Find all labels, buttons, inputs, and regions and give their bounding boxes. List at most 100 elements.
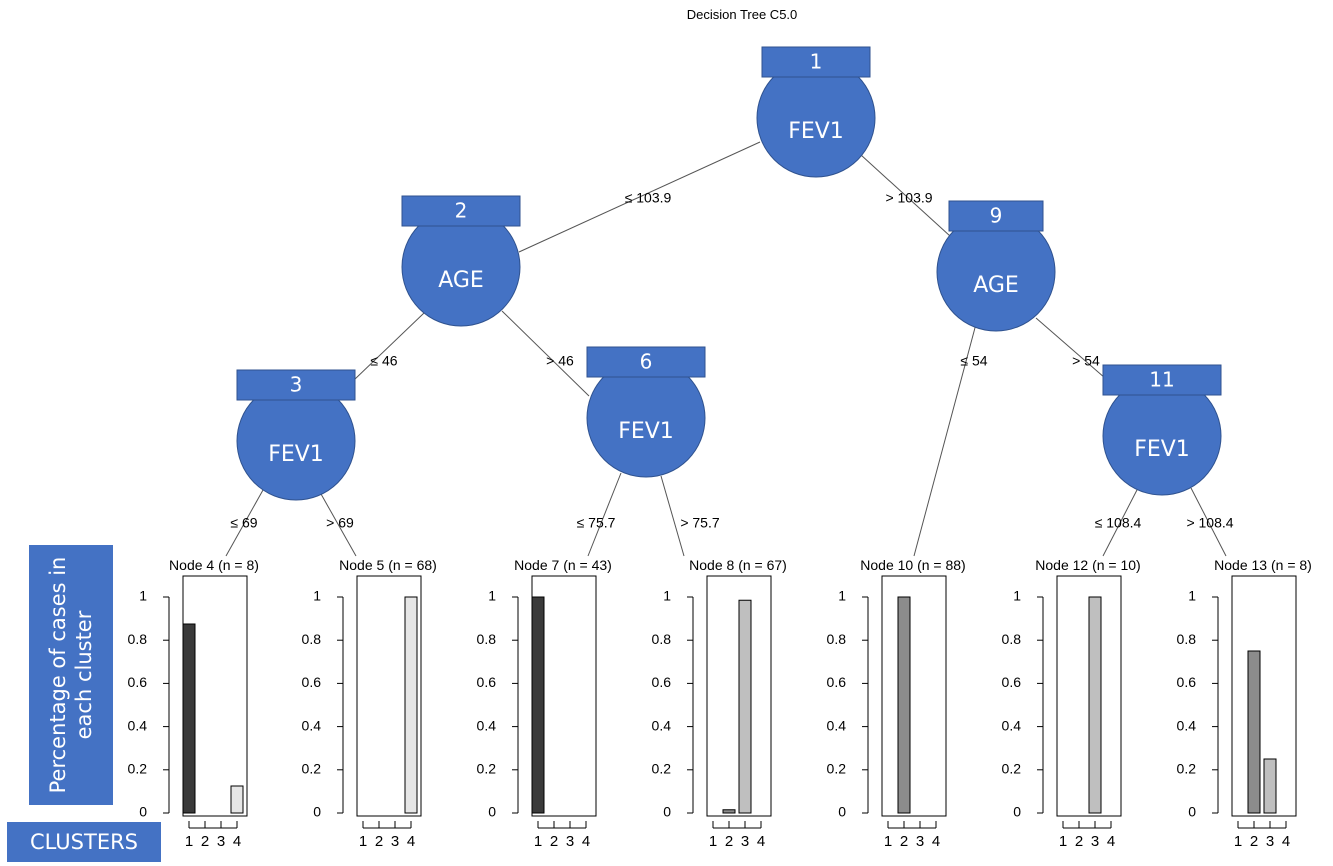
bar-cluster-2	[897, 596, 911, 814]
tree-edges: ≤ 103.9 > 103.9 ≤ 46 > 46 ≤ 69 > 69 ≤ 75.7 > 75…	[225, 141, 1234, 557]
y-tick-label: 0.4	[1177, 717, 1197, 733]
edge-1-9	[860, 154, 951, 237]
x-tick-label: 1	[884, 833, 892, 850]
x-tick-label: 3	[1091, 833, 1099, 850]
y-tick-label: 0.4	[652, 717, 672, 733]
x-tick-label: 4	[582, 833, 590, 850]
edge-label-2-6: > 46	[546, 353, 574, 369]
x-tick-label: 1	[185, 833, 193, 850]
terminal-node-title: Node 4 (n = 8)	[169, 557, 259, 573]
terminal-node-title: Node 5 (n = 68)	[339, 557, 437, 573]
x-axis-label-clusters: CLUSTERS	[7, 822, 161, 862]
y-tick-label: 0.8	[652, 631, 672, 647]
y-tick-label: 0.2	[1002, 761, 1022, 777]
y-tick-label: 0	[663, 804, 671, 820]
y-tick-label: 0.4	[128, 717, 148, 733]
y-tick-label: 0.4	[477, 717, 497, 733]
edge-11-13	[1190, 487, 1227, 557]
terminal-node-13: Node 13 (n = 8)00.20.40.60.811 2 3 4	[1177, 557, 1312, 850]
edge-label-1-2: ≤ 103.9	[625, 190, 672, 206]
y-tick-label: 0.8	[302, 631, 322, 647]
inner-node-id: 11	[1149, 368, 1174, 392]
bar-cluster-4	[404, 596, 418, 814]
y-tick-label: 1	[663, 588, 671, 604]
bar-cluster-4	[230, 785, 244, 814]
bar-cluster-3	[1263, 758, 1277, 814]
y-tick-label: 0.6	[1177, 674, 1197, 690]
y-tick-label: 0.6	[302, 674, 322, 690]
y-tick-label: 0.2	[827, 761, 847, 777]
edge-label-9-10: ≤ 54	[960, 353, 987, 369]
terminal-node-title: Node 8 (n = 67)	[689, 557, 787, 573]
inner-node-id-box	[586, 346, 706, 378]
edge-label-6-7: ≤ 75.7	[577, 515, 616, 531]
inner-node-id: 6	[640, 350, 653, 374]
y-tick-label: 1	[313, 588, 321, 604]
x-tick-label: 4	[1107, 833, 1115, 850]
x-tick-label: 1	[709, 833, 717, 850]
inner-node-id-box	[761, 46, 871, 78]
y-tick-label: 0.2	[1177, 761, 1197, 777]
edge-2-6	[501, 310, 590, 397]
x-tick-label: 3	[741, 833, 749, 850]
edge-label-3-4: ≤ 69	[230, 515, 257, 531]
x-tick-label: 1	[534, 833, 542, 850]
x-tick-label: 4	[757, 833, 765, 850]
edge-label-11-13: > 108.4	[1186, 515, 1233, 531]
edge-1-2	[518, 141, 761, 253]
y-tick-label: 0.8	[477, 631, 497, 647]
x-tick-label: 2	[201, 833, 209, 850]
x-tick-label: 2	[725, 833, 733, 850]
y-tick-label: 0.6	[652, 674, 672, 690]
y-tick-label: 0	[1013, 804, 1021, 820]
terminal-node-title: Node 10 (n = 88)	[860, 557, 965, 573]
inner-node-11: 11 FEV1	[1102, 364, 1222, 496]
x-tick-label: 4	[932, 833, 940, 850]
y-tick-label: 0.8	[827, 631, 847, 647]
x-tick-label: 2	[375, 833, 383, 850]
terminal-node-10: Node 10 (n = 88)00.20.40.60.811 2 3 4	[827, 557, 966, 850]
y-tick-label: 0.4	[827, 717, 847, 733]
terminal-node-8: Node 8 (n = 67)00.20.40.60.811 2 3 4	[652, 557, 787, 850]
inner-node-id: 1	[810, 50, 823, 74]
y-tick-label: 0.8	[128, 631, 148, 647]
x-tick-label: 4	[407, 833, 415, 850]
inner-node-id-box	[401, 195, 521, 227]
tree-inner-nodes: 1 FEV1 2 AGE 3 FEV1 6 FEV1 9 AGE 11 FEV1	[236, 46, 1222, 501]
x-tick-label: 1	[1059, 833, 1067, 850]
x-tick-label: 1	[359, 833, 367, 850]
y-tick-label: 0.4	[1002, 717, 1022, 733]
terminal-plot-frame	[1056, 575, 1122, 817]
inner-node-id: 9	[990, 204, 1003, 228]
x-tick-label: 2	[1075, 833, 1083, 850]
y-tick-label: 0.6	[1002, 674, 1022, 690]
y-tick-label: 0	[488, 804, 496, 820]
chart-title: Decision Tree C5.0	[687, 7, 798, 22]
edge-6-8	[660, 475, 685, 557]
edge-9-11	[1035, 317, 1106, 379]
inner-node-id-box	[1102, 364, 1222, 396]
terminal-node-5: Node 5 (n = 68)00.20.40.60.811 2 3 4	[302, 557, 437, 850]
y-axis-label-box: Percentage of cases in each cluster	[29, 545, 113, 805]
x-tick-label: 3	[916, 833, 924, 850]
inner-node-id: 2	[455, 199, 468, 223]
terminal-node-title: Node 7 (n = 43)	[514, 557, 612, 573]
inner-node-variable: FEV1	[268, 442, 324, 467]
inner-node-2: 2 AGE	[401, 195, 521, 327]
x-tick-label: 1	[1234, 833, 1242, 850]
y-tick-label: 1	[139, 588, 147, 604]
edge-3-5	[320, 493, 357, 557]
y-tick-label: 0	[313, 804, 321, 820]
inner-node-variable: AGE	[973, 273, 1019, 298]
edge-label-1-9: > 103.9	[885, 190, 932, 206]
inner-node-9: 9 AGE	[936, 200, 1056, 332]
inner-node-variable: FEV1	[1134, 437, 1190, 462]
edge-11-12	[1102, 487, 1139, 557]
terminal-node-4: Node 4 (n = 8)00.20.40.60.811 2 3 4	[128, 557, 259, 850]
edge-9-10	[913, 323, 977, 557]
x-tick-label: 3	[566, 833, 574, 850]
edge-6-7	[587, 472, 622, 557]
y-tick-label: 0.8	[1177, 631, 1197, 647]
y-tick-label: 0.6	[827, 674, 847, 690]
